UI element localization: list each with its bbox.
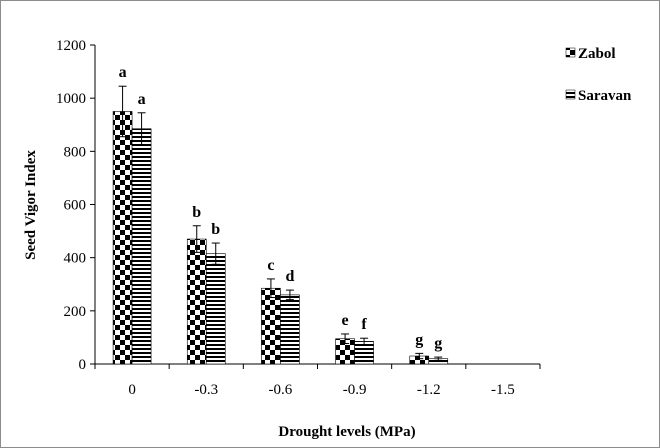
x-tick-label: -0.9 [343, 382, 367, 398]
bar-zabol [186, 238, 207, 365]
legend-item-saravan: Saravan [565, 88, 632, 104]
bar-saravan [205, 253, 226, 365]
legend: Zabol Saravan [565, 46, 632, 104]
legend-item-zabol: Zabol [565, 46, 616, 62]
significance-label: b [192, 204, 201, 221]
significance-label: g [434, 335, 442, 352]
plot-area: 0 200 400 600 800 1000 1200 0 -0.3 -0.6 -0.9 -1.2 -1… [56, 38, 541, 398]
x-tick-label: -1.2 [417, 382, 441, 398]
x-tick-label: 0 [128, 382, 136, 398]
significance-label: a [119, 64, 127, 81]
significance-label: e [342, 312, 349, 329]
x-tick-label: -1.5 [491, 382, 515, 398]
y-axis-title: Seed Vigor Index [23, 150, 39, 260]
significance-label: g [415, 331, 423, 348]
legend-swatch-saravan [565, 89, 576, 100]
bar-zabol [261, 287, 281, 365]
bar-zabol [112, 111, 133, 365]
significance-label: a [138, 91, 146, 108]
legend-label-saravan: Saravan [578, 88, 632, 104]
significance-label: d [285, 268, 294, 285]
y-tick-label: 800 [64, 144, 87, 160]
y-tick-label: 0 [79, 357, 87, 373]
significance-label: f [361, 316, 367, 333]
bar-saravan [280, 294, 300, 365]
bar-saravan [131, 128, 152, 365]
x-axis-title: Drought levels (MPa) [278, 424, 415, 440]
y-tick-label: 600 [64, 198, 87, 214]
y-tick-label: 1200 [56, 38, 86, 54]
legend-label-zabol: Zabol [578, 46, 616, 62]
y-tick-label: 400 [64, 251, 87, 267]
legend-swatch-zabol [565, 47, 576, 58]
significance-label: b [211, 221, 220, 238]
y-tick-label: 200 [64, 304, 87, 320]
significance-label: c [267, 257, 274, 274]
y-tick-label: 1000 [56, 91, 86, 107]
x-tick-label: -0.6 [269, 382, 293, 398]
x-tick-label: -0.3 [194, 382, 218, 398]
